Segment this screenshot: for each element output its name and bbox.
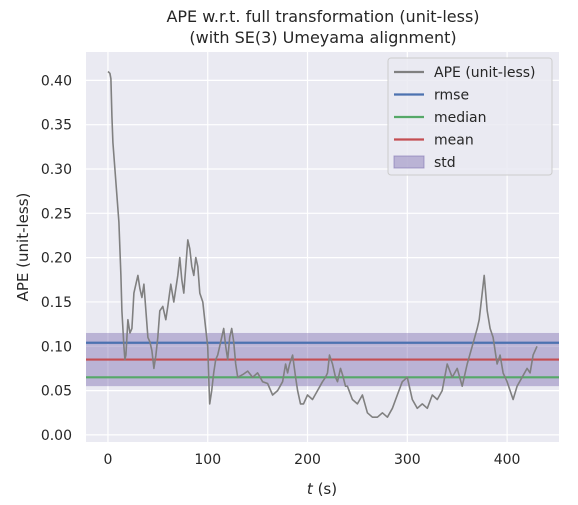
y-tick-label: 0.30 bbox=[41, 162, 72, 178]
x-axis-label-var: t bbox=[307, 480, 314, 498]
x-ticks: 0 100 200 300 400 bbox=[103, 452, 520, 468]
y-ticks: 0.00 0.05 0.10 0.15 0.20 0.25 0.30 0.35 0.40 bbox=[41, 73, 72, 444]
stat-lines bbox=[86, 341, 559, 379]
y-tick-label: 0.00 bbox=[41, 428, 72, 444]
y-tick-label: 0.15 bbox=[41, 295, 72, 311]
grid-lines bbox=[86, 52, 559, 442]
legend: APE (unit-less) rmse median mean std bbox=[387, 57, 553, 176]
y-tick-label: 0.35 bbox=[41, 118, 72, 134]
chart-title-line1: APE w.r.t. full transformation (unit-les… bbox=[166, 7, 479, 26]
y-axis-label: APE (unit-less) bbox=[14, 193, 32, 302]
legend-label: rmse bbox=[434, 88, 469, 104]
y-tick-label: 0.25 bbox=[41, 206, 72, 222]
series-line-ape bbox=[107, 70, 538, 419]
legend-std-swatch bbox=[393, 155, 425, 169]
legend-label: mean bbox=[434, 133, 474, 149]
y-tick-label: 0.10 bbox=[41, 339, 72, 355]
x-axis-label: t (s) bbox=[307, 480, 337, 498]
legend-label: median bbox=[434, 110, 486, 126]
x-tick-label: 0 bbox=[103, 452, 112, 468]
legend-frame bbox=[387, 57, 553, 176]
y-tick-label: 0.40 bbox=[41, 73, 72, 89]
x-axis-label-unit: (s) bbox=[313, 480, 337, 498]
y-tick-label: 0.20 bbox=[41, 251, 72, 267]
x-tick-label: 200 bbox=[294, 452, 321, 468]
x-tick-label: 400 bbox=[494, 452, 521, 468]
legend-label: std bbox=[434, 155, 456, 171]
x-tick-label: 300 bbox=[394, 452, 421, 468]
x-tick-label: 100 bbox=[194, 452, 221, 468]
series-group bbox=[107, 70, 538, 419]
y-tick-label: 0.05 bbox=[41, 384, 72, 400]
legend-label: APE (unit-less) bbox=[434, 65, 536, 81]
chart-title-line2: (with SE(3) Umeyama alignment) bbox=[189, 28, 456, 47]
